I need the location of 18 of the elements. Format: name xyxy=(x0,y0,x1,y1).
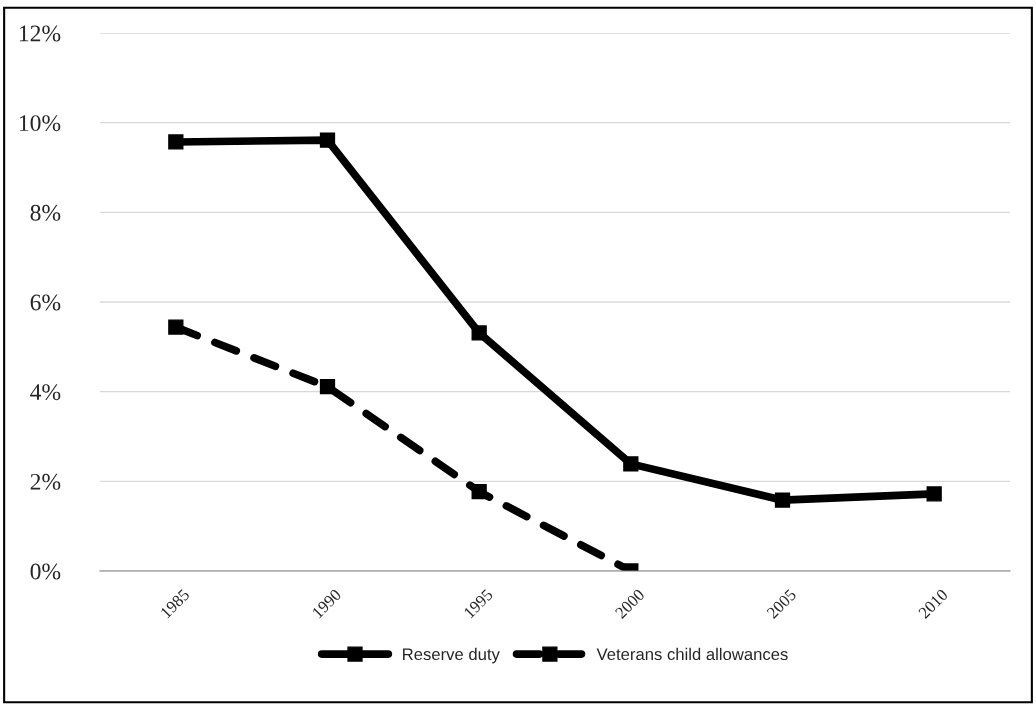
legend-label: Reserve duty xyxy=(403,647,500,664)
point xyxy=(168,319,184,335)
point xyxy=(926,486,942,502)
y-tick-label: 0% xyxy=(30,563,61,580)
point xyxy=(623,456,639,472)
point xyxy=(168,134,184,150)
y-tick-label: 8% xyxy=(30,204,61,221)
y-tick-label: 2% xyxy=(30,473,61,490)
point xyxy=(774,492,791,508)
y-tick-label: 12% xyxy=(19,25,61,42)
point xyxy=(471,484,487,500)
y-tick-label: 6% xyxy=(30,294,61,311)
point xyxy=(471,325,487,341)
y-tick-label: 4% xyxy=(30,384,61,401)
y-tick-label: 10% xyxy=(19,115,61,132)
legend-label: Veterans child allowances xyxy=(596,647,788,661)
point xyxy=(319,132,336,148)
point xyxy=(319,379,336,395)
